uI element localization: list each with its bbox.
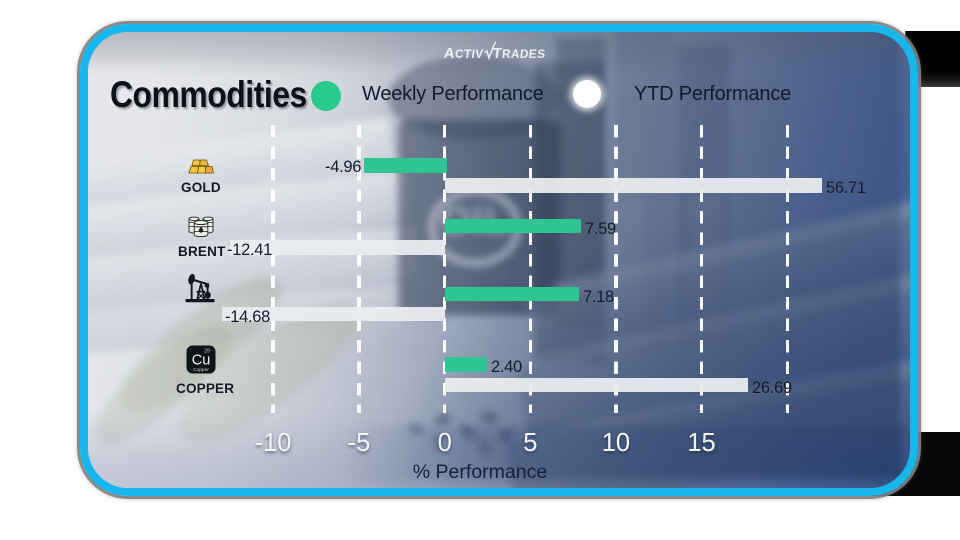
svg-text:Copper: Copper <box>193 367 209 373</box>
svg-text:Cu: Cu <box>192 353 211 369</box>
svg-text:29: 29 <box>204 349 210 355</box>
